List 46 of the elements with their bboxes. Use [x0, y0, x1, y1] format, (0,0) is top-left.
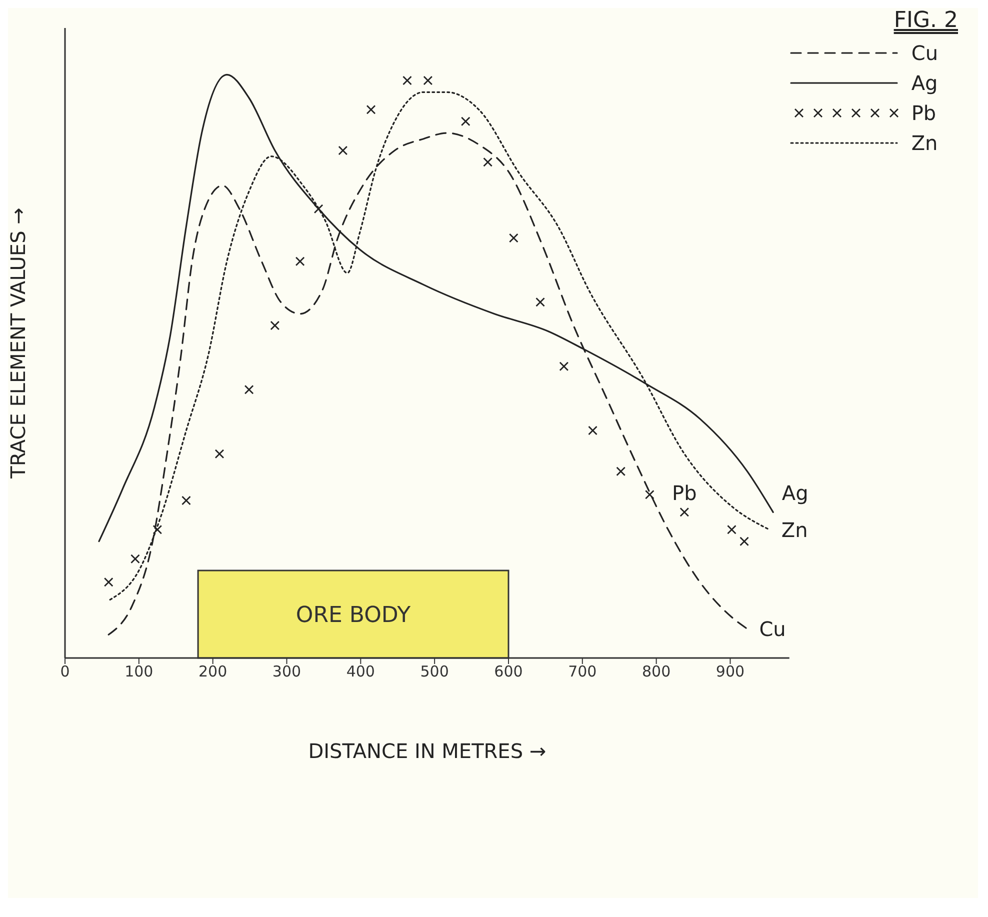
point: [460, 116, 470, 126]
caption: FIG. 2: [894, 8, 958, 33]
text: Zn: [911, 131, 938, 155]
point: [402, 76, 412, 86]
point: [423, 76, 433, 86]
point: [588, 426, 598, 436]
band-label: ORE BODY: [296, 603, 412, 628]
x-tick-label: 700: [568, 662, 597, 681]
legend-label: Pb: [911, 101, 936, 125]
x-tick-label: 0: [60, 662, 70, 681]
point: [314, 204, 324, 214]
point: [366, 104, 376, 114]
point: [104, 577, 114, 587]
point: [680, 507, 690, 517]
point: [483, 157, 492, 167]
text: Ag: [911, 71, 938, 95]
series-label: Cu: [759, 616, 786, 641]
point: [727, 524, 736, 534]
point: [295, 256, 305, 266]
x-tick-label: 800: [642, 662, 671, 681]
point: [644, 490, 654, 500]
y-axis-title: TRACE ELEMENT VALUES →: [6, 208, 30, 480]
x-tick-label: 300: [272, 662, 302, 681]
series-label: Zn: [781, 518, 808, 542]
series-label: Ag: [782, 481, 808, 506]
x-tick-label: 900: [716, 662, 745, 681]
x-tick-label: 600: [494, 662, 523, 681]
x-tick-label: 200: [198, 662, 228, 681]
point: [559, 362, 569, 372]
point: [130, 554, 140, 564]
text: Cu: [911, 41, 938, 65]
point: [270, 320, 280, 330]
point: [740, 536, 749, 546]
point: [152, 524, 162, 534]
point: [214, 449, 224, 459]
point: [508, 233, 518, 243]
point: [616, 466, 626, 476]
point: [244, 384, 254, 394]
x-tick-label: 100: [124, 662, 154, 681]
point: [338, 146, 348, 156]
text: Pb: [672, 481, 697, 506]
x-tick-label: 400: [346, 662, 375, 681]
x-axis-title: DISTANCE IN METRES →: [308, 739, 546, 763]
point: [182, 496, 191, 506]
point: [536, 297, 545, 307]
x-tick-label: 500: [420, 662, 449, 681]
